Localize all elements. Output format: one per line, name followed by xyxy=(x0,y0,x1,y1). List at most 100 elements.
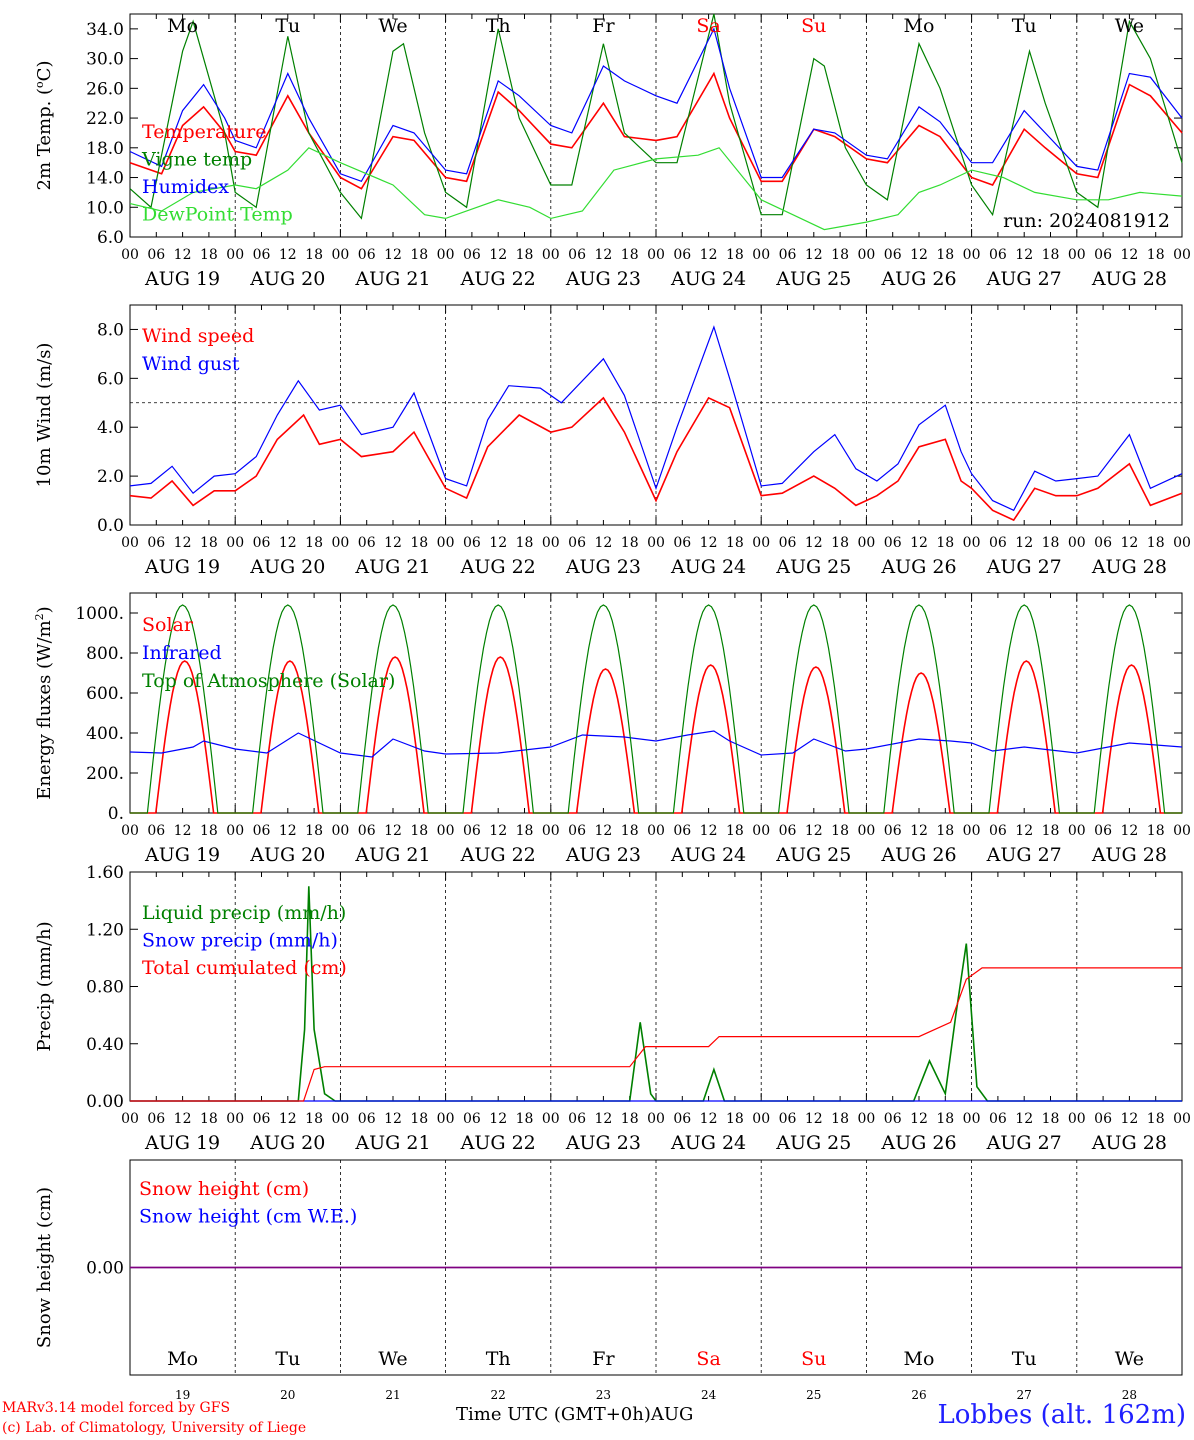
hour-tick-label: 06 xyxy=(253,823,271,839)
hour-tick-label: 06 xyxy=(568,1111,586,1127)
hour-tick-label: 06 xyxy=(358,247,376,263)
hour-tick-label: 18 xyxy=(936,247,954,263)
weekday-label: We xyxy=(378,15,407,37)
hour-tick-label: 00 xyxy=(752,823,770,839)
y-axis-label: 10m Wind (m/s) xyxy=(34,343,55,488)
hour-tick-label: 18 xyxy=(1147,823,1165,839)
day-number-label: 28 xyxy=(1122,1388,1137,1402)
day-number-label: 27 xyxy=(1017,1388,1032,1402)
hour-tick-label: 06 xyxy=(463,247,481,263)
hour-tick-label: 06 xyxy=(147,823,165,839)
hour-tick-label: 18 xyxy=(516,247,534,263)
legend-entry: Snow height (cm) xyxy=(139,1178,309,1200)
day-number-label: 23 xyxy=(596,1388,611,1402)
hour-tick-label: 00 xyxy=(1068,247,1086,263)
legend-entry: Wind gust xyxy=(142,353,240,375)
y-axis-label: Snow height (cm) xyxy=(34,1187,55,1348)
date-label: AUG 27 xyxy=(986,1132,1062,1154)
y-axis-label: Precip (mm/h) xyxy=(34,921,55,1051)
hour-tick-label: 18 xyxy=(410,823,428,839)
hour-tick-label: 00 xyxy=(331,1111,349,1127)
hour-tick-label: 00 xyxy=(437,535,455,551)
hour-tick-label: 00 xyxy=(1173,535,1191,551)
hour-tick-label: 00 xyxy=(857,535,875,551)
ylabel-degree: o xyxy=(33,81,46,88)
y-tick-label: 0.0 xyxy=(97,516,124,536)
hour-tick-label: 18 xyxy=(516,1111,534,1127)
date-label: AUG 24 xyxy=(670,844,746,866)
ylabel-part: C) xyxy=(34,61,55,82)
hour-tick-label: 12 xyxy=(594,1111,612,1127)
panel-4: 0.00 Snow height (cm) Snow height (cm) Snow… xyxy=(34,1159,1183,1402)
hour-tick-label: 06 xyxy=(147,535,165,551)
hour-tick-label: 18 xyxy=(621,535,639,551)
hour-tick-label: 18 xyxy=(200,1111,218,1127)
hour-tick-label: 06 xyxy=(253,247,271,263)
day-number-label: 26 xyxy=(911,1388,926,1402)
day-number-label: 20 xyxy=(280,1388,295,1402)
hour-tick-label: 18 xyxy=(305,1111,323,1127)
legend-entry: Total cumulated (cm) xyxy=(142,957,347,979)
hour-tick-label: 00 xyxy=(331,823,349,839)
run-label: run: 2024081912 xyxy=(1003,210,1170,232)
month-label: AUG xyxy=(650,1404,694,1425)
hour-tick-label: 12 xyxy=(489,535,507,551)
y-tick-label: 30.0 xyxy=(86,50,124,70)
date-label: AUG 25 xyxy=(775,1132,851,1154)
date-label: AUG 23 xyxy=(565,268,641,290)
date-label: AUG 27 xyxy=(986,556,1062,578)
date-label: AUG 25 xyxy=(775,556,851,578)
hour-tick-label: 06 xyxy=(989,1111,1007,1127)
y-tick-label: 1.60 xyxy=(86,863,124,883)
ylabel-part: 2m Temp. ( xyxy=(34,88,55,191)
y-tick-label: 8.0 xyxy=(97,320,124,340)
hour-tick-label: 12 xyxy=(594,247,612,263)
weekday-label: Tu xyxy=(1012,15,1037,37)
hour-tick-label: 12 xyxy=(700,535,718,551)
hour-tick-label: 00 xyxy=(226,535,244,551)
hour-tick-label: 12 xyxy=(805,823,823,839)
y-tick-label: 400. xyxy=(86,724,124,744)
legend-entry: DewPoint Temp xyxy=(142,204,293,226)
hour-tick-label: 12 xyxy=(174,247,192,263)
hour-tick-label: 12 xyxy=(174,1111,192,1127)
hour-tick-label: 00 xyxy=(647,1111,665,1127)
legend-entry: Snow precip (mm/h) xyxy=(142,930,338,952)
weekday-label: Tu xyxy=(1012,1348,1037,1370)
hour-tick-label: 06 xyxy=(779,247,797,263)
hour-tick-label: 00 xyxy=(1173,1111,1191,1127)
hour-tick-label: 18 xyxy=(200,247,218,263)
lab-credit: (c) Lab. of Climatology, University of L… xyxy=(2,1420,307,1436)
weekday-label: Mo xyxy=(904,15,935,37)
hour-tick-label: 00 xyxy=(752,535,770,551)
hour-tick-label: 12 xyxy=(700,1111,718,1127)
hour-tick-label: 12 xyxy=(700,247,718,263)
hour-tick-label: 06 xyxy=(673,535,691,551)
date-label: AUG 23 xyxy=(565,844,641,866)
panel-0: 00 06 12 18 00 06 12 18 00 06 12 18 00 06 12 18 00 06 12 18… xyxy=(33,13,1191,290)
weekday-label: We xyxy=(1115,1348,1144,1370)
hour-tick-label: 12 xyxy=(594,823,612,839)
y-tick-label: 14.0 xyxy=(86,169,124,189)
hour-tick-label: 06 xyxy=(358,823,376,839)
hour-tick-label: 06 xyxy=(1094,823,1112,839)
y-tick-label: 1000. xyxy=(75,604,124,624)
ylabel-part: Energy fluxes (W/m xyxy=(34,620,55,799)
hour-tick-label: 00 xyxy=(1068,823,1086,839)
hour-tick-label: 18 xyxy=(410,535,428,551)
time-label: Time UTC (GMT+0h) xyxy=(456,1404,651,1425)
y-tick-label: 2.0 xyxy=(97,467,124,487)
weekday-label: Tu xyxy=(275,15,300,37)
hour-tick-label: 00 xyxy=(331,535,349,551)
hour-tick-label: 06 xyxy=(1094,535,1112,551)
weekday-label: Th xyxy=(486,15,511,37)
date-label: AUG 20 xyxy=(249,268,325,290)
hour-tick-label: 00 xyxy=(963,247,981,263)
y-axis-label: 2m Temp. (oC) xyxy=(33,61,55,191)
hour-tick-label: 18 xyxy=(1042,247,1060,263)
legend-entry: Vigne temp xyxy=(141,149,252,171)
hour-tick-label: 00 xyxy=(963,1111,981,1127)
y-tick-label: 10.0 xyxy=(86,198,124,218)
